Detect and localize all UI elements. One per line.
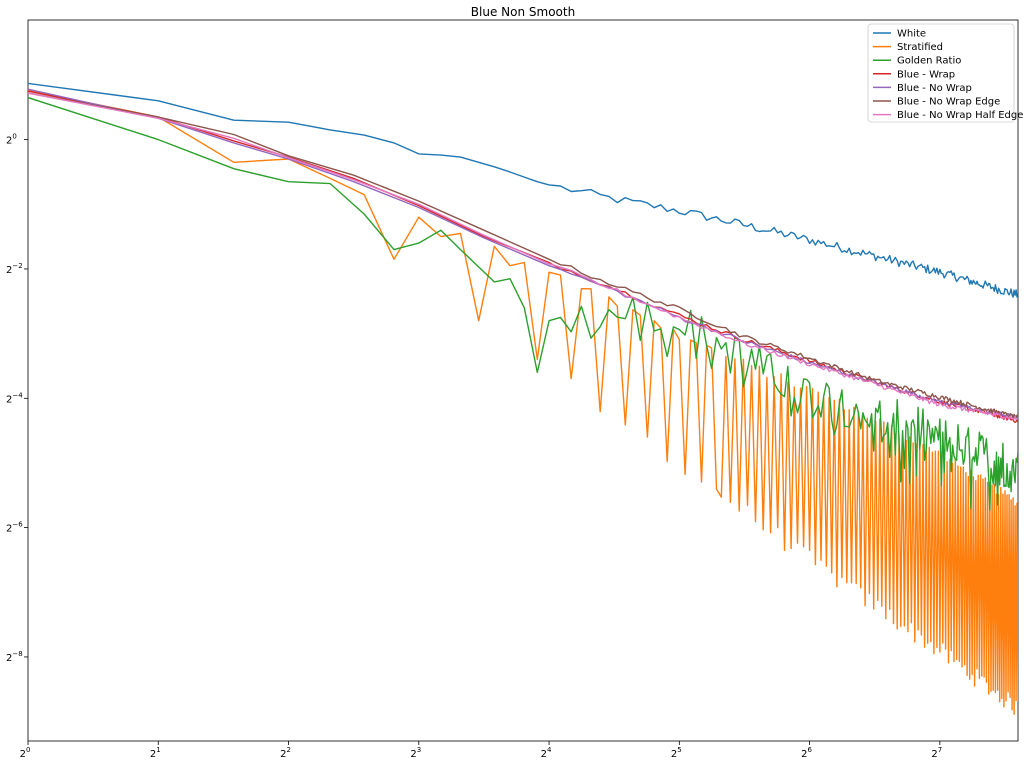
legend: White Stratified Golden Ratio Blue - Wrap Bl… — [867, 23, 1023, 123]
legend-label: White — [897, 29, 926, 40]
y-tick-label: 20 — [6, 133, 17, 147]
x-tick-label: 27 — [931, 746, 942, 760]
plot-area — [27, 19, 1019, 742]
series-line-blue-wrap — [28, 90, 1018, 423]
series-line-white — [28, 82, 1018, 298]
x-tick-label: 20 — [20, 746, 31, 760]
y-tick-label: 2−4 — [6, 391, 23, 405]
series-lines — [28, 82, 1018, 715]
legend-label: Blue - Wrap — [897, 69, 955, 80]
series-line-blue-no-wrap-half-edge — [28, 92, 1018, 421]
series-line-blue-no-wrap — [28, 88, 1018, 420]
y-tick-label: 2−8 — [6, 650, 23, 664]
x-tick-label: 23 — [410, 746, 421, 760]
y-tick-label: 2−2 — [6, 262, 23, 276]
legend-box — [867, 23, 1015, 123]
series-line-blue-no-wrap-edge — [28, 92, 1018, 419]
x-tick-label: 21 — [150, 746, 161, 760]
x-tick-label: 22 — [280, 746, 291, 760]
legend-label: Blue - No Wrap Half Edge — [897, 110, 1023, 121]
x-tick-label: 24 — [541, 746, 552, 760]
legend-label: Blue - No Wrap Edge — [897, 97, 1000, 108]
x-tick-label: 25 — [671, 746, 682, 760]
legend-label: Stratified — [897, 42, 943, 53]
x-axis: 20 21 22 23 24 25 26 27 — [20, 741, 942, 760]
y-axis: 20 2−2 2−4 2−6 2−8 — [6, 133, 28, 664]
legend-label: Golden Ratio — [897, 56, 961, 67]
axes-frame — [27, 19, 1019, 742]
series-line-stratified — [28, 89, 1018, 715]
series-line-golden-ratio — [28, 96, 1018, 511]
chart-title: Blue Non Smooth — [471, 5, 575, 19]
y-tick-label: 2−6 — [6, 521, 23, 535]
legend-label: Blue - No Wrap — [897, 83, 972, 94]
x-tick-label: 26 — [801, 746, 812, 760]
